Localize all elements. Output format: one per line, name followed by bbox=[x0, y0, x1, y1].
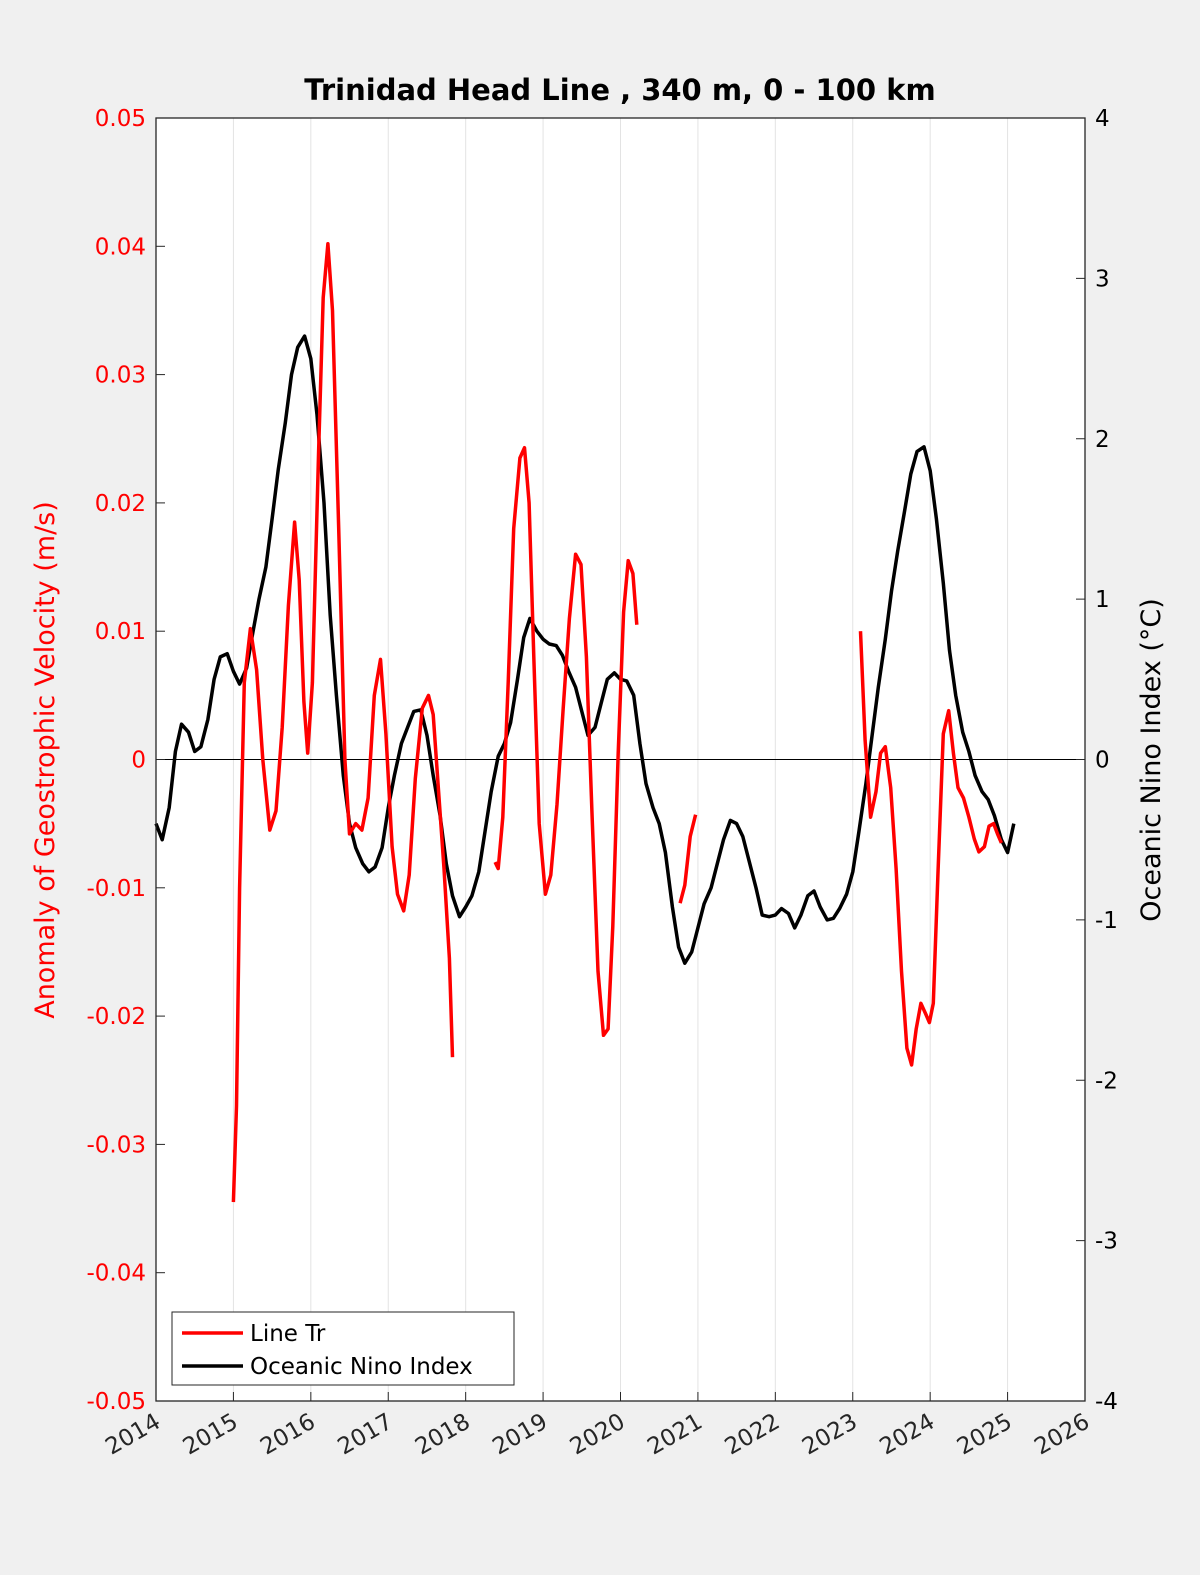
y-left-tick-label: -0.01 bbox=[86, 876, 146, 902]
y-left-tick-label: -0.02 bbox=[86, 1004, 146, 1030]
y-right-tick-label: 0 bbox=[1095, 748, 1110, 774]
y-left-tick-label: 0.01 bbox=[95, 619, 146, 645]
y-left-tick-label: 0.04 bbox=[95, 234, 146, 260]
series-line-tr-segment-2 bbox=[493, 445, 639, 1038]
y-left-tick-label: -0.03 bbox=[86, 1132, 146, 1158]
y-left-tick-label: -0.05 bbox=[86, 1389, 146, 1415]
series-line-tr-segment-4 bbox=[858, 631, 1004, 1067]
legend: Line Tr Oceanic Nino Index bbox=[171, 1311, 515, 1386]
series-line-tr-segment-3 bbox=[678, 814, 698, 904]
y-left-tick-label: -0.04 bbox=[86, 1261, 146, 1287]
y-right-tick-label: -1 bbox=[1095, 908, 1118, 934]
y-left-tick-label: 0.05 bbox=[95, 106, 146, 132]
series-oceanic-nino-index-segment-1 bbox=[154, 334, 1016, 965]
y-axis-right-label: Oceanic Nino Index (°C) bbox=[1136, 598, 1167, 922]
series-layer bbox=[154, 241, 1016, 1203]
y-left-tick-label: 0.02 bbox=[95, 491, 146, 517]
y-axis-left-label: Anomaly of Geostrophic Velocity (m/s) bbox=[30, 501, 61, 1019]
y-right-tick-label: -2 bbox=[1095, 1068, 1118, 1094]
y-right-tick-label: 2 bbox=[1095, 427, 1110, 453]
y-right-tick-label: 3 bbox=[1095, 266, 1110, 292]
legend-label-oni: Oceanic Nino Index bbox=[250, 1354, 473, 1380]
legend-label-line-tr: Line Tr bbox=[250, 1321, 326, 1347]
y-left-tick-label: 0.03 bbox=[95, 363, 146, 389]
y-right-tick-label: -3 bbox=[1095, 1229, 1118, 1255]
chart-title: Trinidad Head Line , 340 m, 0 - 100 km bbox=[304, 73, 935, 107]
y-right-tick-label: -4 bbox=[1095, 1389, 1118, 1415]
legend-box bbox=[171, 1311, 515, 1386]
series-line-tr-segment-1 bbox=[231, 241, 455, 1203]
y-right-tick-label: 4 bbox=[1095, 106, 1110, 132]
y-left-tick-label: 0 bbox=[131, 748, 146, 774]
y-right-tick-label: 1 bbox=[1095, 587, 1110, 613]
